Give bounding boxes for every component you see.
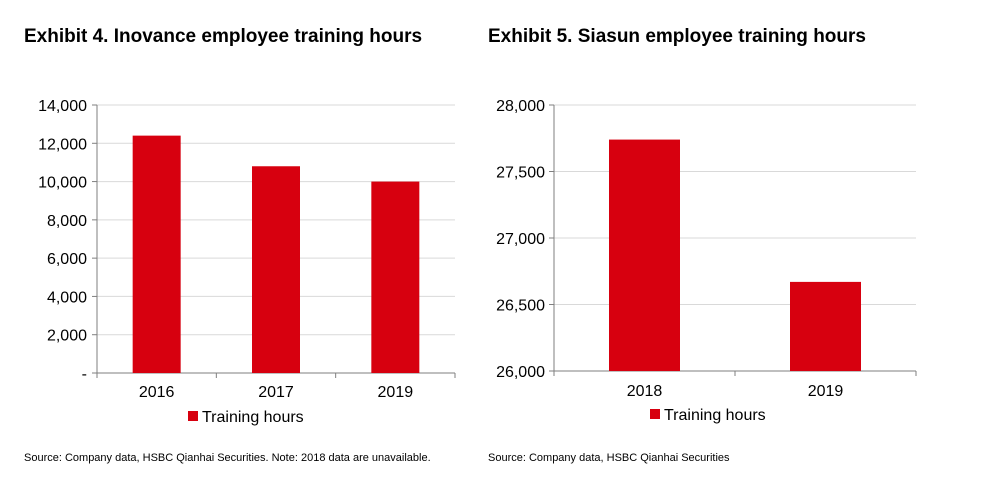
y-tick-label: 10,000 — [38, 175, 87, 192]
y-tick-label: - — [82, 366, 87, 383]
y-tick-label: 12,000 — [38, 136, 87, 153]
legend-label: Training hours — [664, 407, 766, 424]
y-tick-label: 28,000 — [496, 98, 545, 115]
y-tick-label: 14,000 — [38, 98, 87, 115]
bar-2018 — [609, 139, 680, 371]
exhibit-4-panel: Exhibit 4. Inovance employee training ho… — [0, 0, 470, 477]
y-tick-label: 4,000 — [47, 289, 87, 306]
y-tick-label: 27,500 — [496, 165, 545, 182]
x-tick-label: 2018 — [627, 383, 663, 400]
bar-2017 — [252, 166, 300, 373]
y-tick-label: 8,000 — [47, 213, 87, 230]
chart-title: Exhibit 5. Siasun employee training hour… — [488, 26, 866, 47]
y-tick-label: 6,000 — [47, 251, 87, 268]
exhibit-5-panel: Exhibit 5. Siasun employee training hour… — [470, 0, 986, 477]
y-tick-label: 26,500 — [496, 298, 545, 315]
legend-label: Training hours — [202, 409, 304, 426]
bar-2016 — [132, 135, 181, 373]
x-tick-label: 2017 — [258, 384, 294, 401]
inovance-bar-chart: - 2,000 4,000 6,000 8,000 10,000 12,000 14,000 2… — [38, 98, 456, 426]
bar-2019 — [371, 181, 420, 373]
legend-swatch — [650, 409, 660, 419]
siasun-bar-chart: 26,000 26,500 27,000 27,500 28,000 2018 2019 Tr… — [496, 98, 917, 424]
legend-swatch — [188, 411, 198, 421]
chart-title: Exhibit 4. Inovance employee training ho… — [24, 26, 423, 47]
x-tick-label: 2019 — [808, 383, 844, 400]
y-tick-label: 2,000 — [47, 328, 87, 345]
x-tick-label: 2019 — [378, 384, 414, 401]
source-note: Source: Company data, HSBC Qianhai Secur… — [488, 452, 730, 464]
y-tick-label: 27,000 — [496, 231, 545, 248]
x-tick-label: 2016 — [139, 384, 175, 401]
source-note: Source: Company data, HSBC Qianhai Secur… — [24, 452, 431, 464]
y-tick-label: 26,000 — [496, 364, 545, 381]
bar-2019 — [790, 281, 861, 371]
